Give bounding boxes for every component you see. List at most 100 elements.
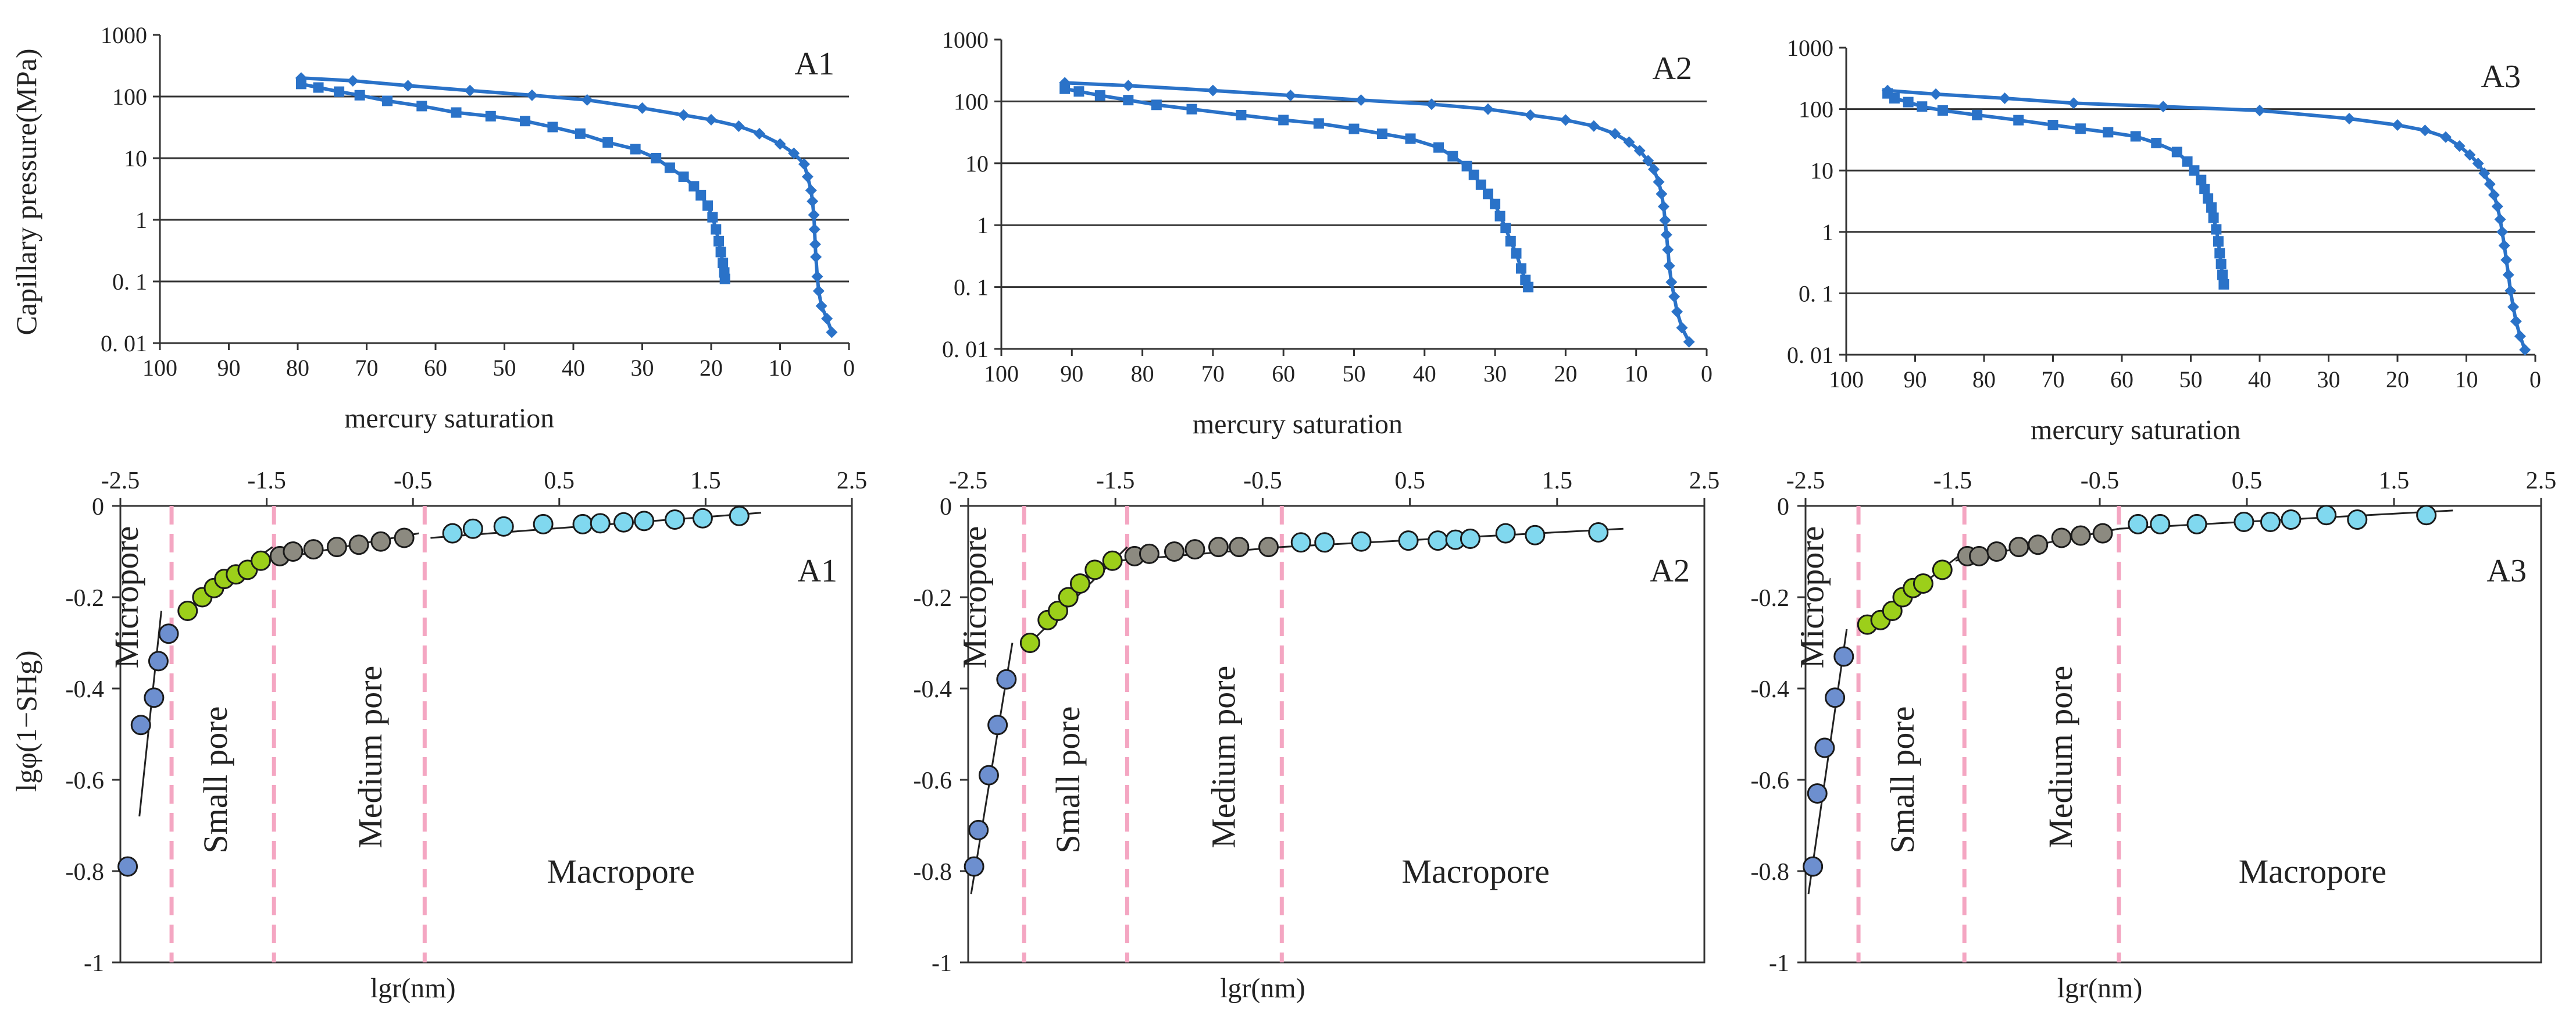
data-point-diamond — [677, 109, 690, 121]
x-tick-label: 30 — [2317, 366, 2340, 393]
fractal-chart-A2: -2.5 -1.5 -0.5 0.5 1.5 2.5 0 -0.2 -0.4 -0.6 -0.8 -1… — [914, 468, 1720, 1004]
data-point-macro — [613, 512, 634, 533]
data-point-diamond — [636, 102, 648, 114]
data-point-diamond — [1425, 98, 1437, 110]
data-point-square — [1278, 115, 1289, 126]
data-point-square — [1482, 188, 1493, 199]
data-point-diamond — [1676, 322, 1688, 334]
x-tick-label: 10 — [2455, 366, 2478, 393]
x-tick-label: -1.5 — [1096, 468, 1135, 494]
data-point-square — [382, 95, 393, 106]
x-tick-label: 60 — [424, 355, 447, 381]
y-tick-label: 1000 — [942, 27, 989, 53]
data-point-diamond — [2464, 149, 2476, 161]
x-axis-label: mercury saturation — [344, 403, 554, 434]
data-point-square — [2075, 123, 2086, 134]
data-point-square — [1515, 263, 1526, 274]
y-tick-label: -0.6 — [914, 768, 952, 794]
data-point-square — [416, 101, 427, 112]
data-point-micropore — [144, 687, 165, 708]
data-point-square — [1490, 198, 1501, 209]
data-point-diamond — [1665, 276, 1678, 288]
data-point-square — [1236, 110, 1247, 121]
x-tick-label: 80 — [1972, 366, 1996, 393]
x-tick-label: 100 — [1829, 366, 1864, 393]
y-tick-label: 1000 — [101, 22, 147, 48]
data-point-square — [2215, 259, 2227, 270]
x-tick-label: -2.5 — [949, 468, 988, 494]
region-label-medium-pore: Medium pore — [2042, 666, 2079, 848]
x-axis-label: lgr(nm) — [1220, 973, 1305, 1004]
data-point-micropore — [1825, 687, 1846, 708]
data-point-diamond — [1642, 155, 1654, 167]
fit-line — [138, 611, 162, 816]
data-point-diamond — [1122, 80, 1134, 92]
data-point-square — [2130, 131, 2141, 142]
data-point-medium — [1184, 539, 1205, 560]
x-axis-label: lgr(nm) — [2057, 973, 2143, 1004]
data-point-diamond — [774, 138, 786, 150]
y-tick-label: 1 — [135, 207, 147, 233]
plot-frame — [1804, 505, 2542, 964]
data-point-diamond — [1285, 90, 1297, 102]
data-point-square — [719, 273, 730, 284]
data-point-macro — [2150, 513, 2171, 534]
x-tick-label: -1.5 — [247, 468, 286, 494]
data-point-micropore — [158, 623, 179, 644]
y-tick-label: 0. 01 — [101, 330, 147, 356]
y-tick-label: 1 — [977, 212, 989, 238]
data-point-diamond — [1653, 176, 1665, 188]
data-point-diamond — [808, 223, 820, 236]
data-point-diamond — [1623, 136, 1635, 148]
data-point-square — [1494, 211, 1505, 222]
x-tick-label: 1.5 — [2379, 468, 2410, 494]
y-tick-label: 0. 1 — [1799, 280, 1833, 306]
data-point-diamond — [2514, 330, 2526, 343]
data-point-macro — [1314, 532, 1335, 553]
x-tick-label: 60 — [2110, 366, 2133, 393]
data-point-diamond — [801, 170, 814, 183]
y-tick-label: 100 — [954, 88, 989, 115]
data-point-square — [547, 122, 558, 133]
region-label-medium-pore: Medium pore — [351, 666, 389, 848]
data-point-square — [313, 82, 324, 93]
data-point-macro — [462, 518, 483, 539]
data-point-square — [1500, 223, 1511, 234]
panel-label: A1 — [795, 46, 834, 82]
y-tick-label: -0.4 — [1751, 676, 1790, 703]
data-point-square — [1889, 93, 1900, 104]
data-point-macro — [590, 513, 611, 534]
data-point-diamond — [2500, 254, 2513, 266]
data-point-macro — [2234, 511, 2254, 532]
data-point-small — [1084, 559, 1105, 580]
top-row-ylabel: Capillary pressure(MPa) — [10, 49, 42, 336]
x-tick-label: 30 — [1483, 361, 1507, 387]
y-tick-label: -1 — [84, 950, 104, 977]
data-point-small — [1882, 601, 1903, 622]
x-tick-label: 30 — [631, 355, 654, 381]
data-point-medium — [2051, 527, 2072, 548]
data-point-square — [715, 247, 726, 258]
y-tick-label: 0 — [92, 494, 104, 520]
x-tick-label: 0 — [1701, 361, 1712, 387]
data-point-square — [602, 137, 613, 148]
x-tick-label: 40 — [1413, 361, 1436, 387]
data-point-micropore — [968, 819, 989, 840]
region-label-small-pore: Small pore — [197, 707, 234, 854]
data-point-macro — [1525, 525, 1546, 545]
data-point-small — [1932, 559, 1953, 580]
data-point-square — [702, 200, 713, 211]
region-label-small-pore: Small pore — [1049, 707, 1087, 854]
data-point-macro — [634, 511, 655, 532]
data-point-square — [678, 171, 689, 182]
y-tick-label: 0. 1 — [112, 269, 147, 295]
region-label-macropore: Macropore — [2239, 853, 2386, 890]
data-point-diamond — [402, 80, 414, 92]
data-point-micropore — [148, 651, 169, 672]
data-point-macro — [1588, 522, 1609, 543]
x-tick-label: -0.5 — [1243, 468, 1282, 494]
data-point-small — [1913, 573, 1933, 594]
data-point-square — [2047, 120, 2058, 131]
x-tick-label: 0 — [2529, 366, 2541, 393]
data-point-square — [2217, 269, 2228, 280]
